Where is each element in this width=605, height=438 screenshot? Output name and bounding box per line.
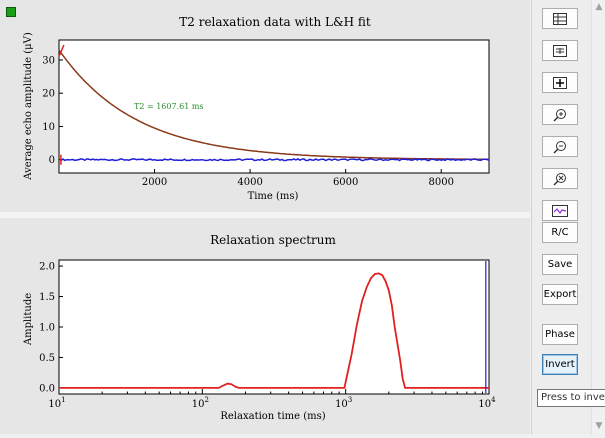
- t2-xtick-label: 4000: [237, 177, 262, 188]
- spectrum-xtick-base: 10: [335, 399, 348, 410]
- t2-plot-frame: [58, 39, 490, 174]
- waveform-icon: [552, 204, 568, 217]
- invert-button[interactable]: Invert: [542, 354, 578, 375]
- spectrum-panel: Relaxation spectrum Amplitude Relaxation…: [0, 218, 530, 434]
- spectrum-ytick-label: 1.0: [39, 323, 55, 334]
- scroll-down-arrow-icon[interactable]: ▼: [595, 421, 603, 431]
- export-button[interactable]: Export: [542, 284, 578, 305]
- t2-xtick-label: 2000: [142, 177, 167, 188]
- t2-chart-title: T2 relaxation data with L&H fit: [179, 15, 371, 29]
- spectrum-xtick-label: 104: [478, 396, 496, 410]
- save-button[interactable]: Save: [542, 254, 578, 275]
- fit-view-button[interactable]: [542, 72, 578, 93]
- phase-button[interactable]: Phase: [542, 324, 578, 345]
- spectrum-chart-title: Relaxation spectrum: [210, 233, 336, 247]
- spectrum-xtick-exp: 2: [204, 396, 208, 404]
- spectrum-xtick-exp: 4: [491, 396, 496, 404]
- zoom-reset-icon: [553, 172, 566, 186]
- spectrum-chart-xlabel: Relaxation time (ms): [220, 411, 325, 422]
- spectrum-xtick-base: 10: [48, 399, 61, 410]
- t2-data-panel: T2 relaxation data with L&H fit Average …: [0, 0, 530, 212]
- t2-xtick-label: 8000: [428, 177, 453, 188]
- t2-xtick-label: 6000: [333, 177, 358, 188]
- scroll-up-arrow-icon[interactable]: ▲: [595, 2, 603, 12]
- data-table-button[interactable]: [542, 8, 578, 29]
- spectrum-xtick-label: 102: [192, 396, 209, 410]
- t2-annotation: T2 = 1607.61 ms: [134, 102, 204, 111]
- spectrum-xtick-exp: 3: [348, 396, 352, 404]
- zoom-in-icon: [553, 108, 566, 122]
- t2-chart-xlabel: Time (ms): [248, 191, 299, 202]
- zoom-out-icon: [553, 140, 566, 154]
- table-icon: [553, 12, 567, 25]
- spectrum-curve: [59, 272, 489, 389]
- panel-splitter[interactable]: [0, 212, 530, 218]
- table-view-button[interactable]: [542, 40, 578, 61]
- zoom-out-button[interactable]: [542, 136, 578, 157]
- spectrum-xtick-label: 103: [335, 396, 352, 410]
- spectrum-xtick-base: 10: [192, 399, 205, 410]
- table-alt-icon: [553, 44, 567, 57]
- zoom-in-button[interactable]: [542, 104, 578, 125]
- signal-view-button[interactable]: [542, 200, 578, 221]
- vertical-scrollbar[interactable]: ▲ ▼: [591, 0, 605, 434]
- t2-chart-ylabel: Average echo amplitude (μV): [23, 32, 34, 181]
- t2-ytick-label: 30: [42, 55, 55, 66]
- toolbar: R/C Save Export Phase Invert: [531, 0, 592, 434]
- expand-icon: [553, 76, 567, 89]
- t2-baseline-series: [60, 158, 490, 162]
- t2-start-marker: [58, 44, 65, 165]
- spectrum-ytick-label: 0.5: [39, 353, 55, 364]
- zoom-reset-button[interactable]: [542, 168, 578, 189]
- rc-button[interactable]: R/C: [542, 222, 578, 243]
- t2-fit-curve: [58, 49, 489, 161]
- spectrum-ytick-label: 1.5: [39, 292, 55, 303]
- spectrum-xtick-exp: 1: [61, 396, 65, 404]
- spectrum-chart: Relaxation spectrum Amplitude Relaxation…: [23, 233, 496, 422]
- status-indicator: [6, 7, 16, 17]
- plot-area: T2 relaxation data with L&H fit Average …: [0, 0, 530, 434]
- t2-ytick-label: 20: [42, 89, 55, 100]
- spectrum-xtick-label: 101: [48, 396, 65, 410]
- spectrum-ytick-label: 0.0: [39, 383, 55, 394]
- t2-ytick-label: 0: [49, 155, 55, 166]
- invert-tooltip: Press to invert: [537, 389, 605, 407]
- t2-ytick-label: 10: [42, 122, 55, 133]
- spectrum-ytick-label: 2.0: [39, 262, 55, 273]
- t2-chart: T2 relaxation data with L&H fit Average …: [23, 15, 490, 202]
- spectrum-chart-ylabel: Amplitude: [23, 293, 34, 346]
- spectrum-plot-frame: [58, 259, 490, 395]
- spectrum-xtick-base: 10: [478, 399, 491, 410]
